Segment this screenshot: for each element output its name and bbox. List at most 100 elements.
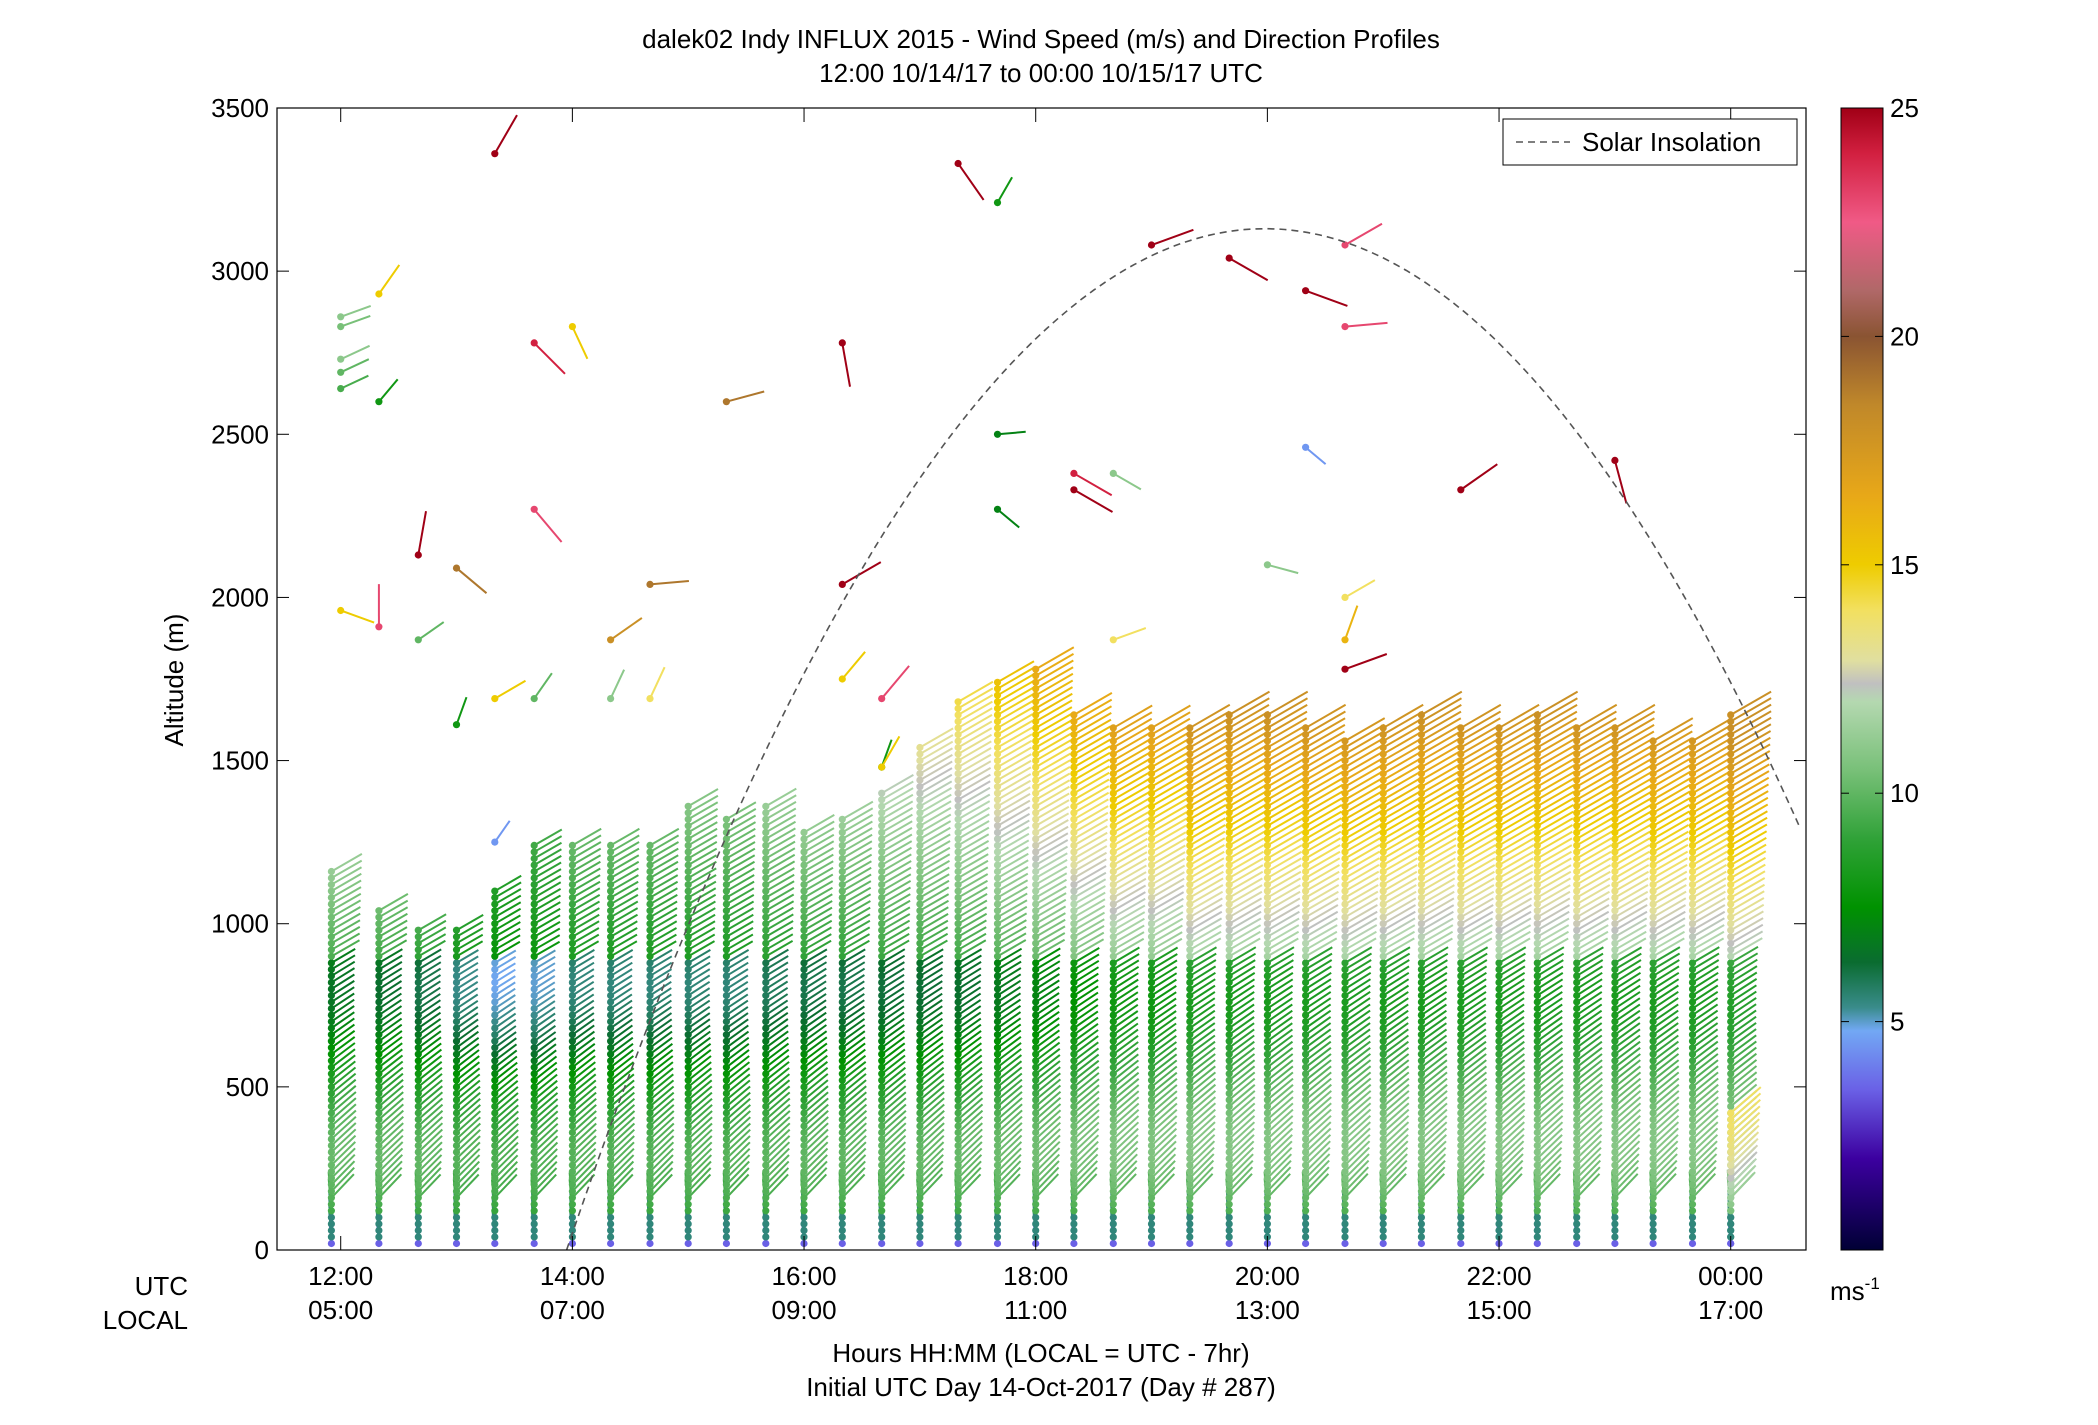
barb-dot (722, 861, 731, 869)
barb-dot (916, 822, 924, 830)
barb-shaft (880, 1122, 907, 1147)
barb-dot (646, 900, 654, 908)
wind-barb (568, 1030, 595, 1052)
barb-dot (954, 1024, 962, 1032)
barb-dot (1032, 1226, 1040, 1234)
barb-shaft (533, 1073, 558, 1095)
barb-dot (1263, 1226, 1271, 1234)
barb-dot (722, 1050, 731, 1058)
barb-dot (414, 1174, 422, 1182)
barb-dot (646, 867, 654, 876)
barb-dot (327, 1181, 335, 1189)
wind-barb (568, 913, 600, 934)
barb-dot (722, 1200, 731, 1208)
barb-dot (1147, 757, 1156, 765)
barb-shaft (378, 919, 408, 938)
barb-dot (327, 1050, 335, 1058)
barb-dot (1070, 802, 1078, 810)
barb-dot (1109, 770, 1117, 778)
barb-dot (1225, 1070, 1233, 1078)
barb-dot (1109, 985, 1117, 993)
barb-dot (1032, 678, 1040, 686)
barb-dot (607, 1161, 615, 1169)
barb-dot (646, 978, 654, 987)
wind-barb (414, 1042, 442, 1065)
barb-shaft (455, 1018, 479, 1036)
barb-dot (1225, 815, 1233, 823)
barb-dot (878, 1168, 886, 1176)
wind-barb (530, 968, 556, 987)
barb-dot (1147, 894, 1156, 902)
barb-dot (530, 1207, 538, 1215)
barb-dot (722, 1057, 731, 1065)
barb-dot (684, 1011, 692, 1019)
barb-dot (491, 939, 499, 947)
barb-shaft (494, 1116, 519, 1140)
wind-barb (491, 1025, 517, 1045)
barb-dot (916, 1037, 924, 1045)
barb-dot (1032, 665, 1040, 673)
barb-dot (684, 1044, 692, 1052)
barb-shaft (571, 887, 601, 906)
barb-shaft (957, 1122, 983, 1147)
barb-dot (954, 717, 962, 726)
barb-dot (916, 1200, 924, 1208)
barb-dot (491, 1076, 499, 1084)
barb-dot (491, 965, 499, 974)
barb-dot (762, 1161, 770, 1169)
barb-shaft (417, 1116, 444, 1140)
barb-dot (762, 1004, 770, 1013)
barb-dot (878, 1115, 886, 1124)
wind-barb (452, 1073, 481, 1097)
wind-barb (375, 1048, 403, 1071)
barb-dot (607, 952, 615, 960)
barb-dot (1070, 887, 1078, 895)
barb-dot (993, 763, 1002, 771)
barb-dot (684, 985, 692, 993)
barb-dot (530, 854, 538, 863)
barb-dot (684, 1037, 692, 1045)
barb-shaft (417, 1067, 443, 1088)
barb-dot (838, 815, 846, 823)
wind-barb (491, 1061, 518, 1084)
barb-dot (800, 1024, 808, 1032)
barb-dot (1147, 730, 1156, 739)
barb-dot (800, 1063, 808, 1071)
barb-dot (607, 1050, 615, 1058)
barb-shaft (610, 920, 638, 938)
barb-dot (1032, 854, 1040, 863)
barb-dot (414, 1109, 422, 1117)
barb-dot (1225, 972, 1233, 980)
barb-dot (1225, 711, 1233, 719)
barb-dot (878, 946, 886, 954)
barb-dot (1109, 1194, 1117, 1202)
barb-dot (878, 1128, 886, 1137)
barb-dot (1032, 1018, 1040, 1026)
barb-dot (568, 959, 577, 967)
barb-shaft (1228, 730, 1269, 755)
wind-barb (327, 853, 363, 876)
barb-dot (993, 737, 1002, 745)
wind-barb (491, 901, 522, 921)
barb-dot (452, 965, 461, 974)
barb-dot (1186, 933, 1194, 941)
barb-shaft (610, 1006, 633, 1023)
barb-dot (1147, 1148, 1156, 1156)
barb-dot (1225, 841, 1233, 850)
barb-shaft (571, 1160, 596, 1186)
wind-barb (646, 1173, 673, 1202)
barb-dot (722, 1168, 731, 1176)
barb-shaft (1228, 737, 1269, 762)
barb-dot (1186, 887, 1194, 895)
barb-shaft (610, 1018, 633, 1036)
wind-barb (530, 848, 562, 869)
barb-dot (838, 920, 846, 928)
barb-dot (1147, 1037, 1156, 1045)
barb-shaft (571, 987, 595, 1003)
barb-dot (1032, 789, 1040, 797)
barb-dot (1109, 972, 1117, 980)
barb-dot (838, 828, 846, 837)
barb-dot (1032, 1024, 1040, 1032)
barb-dot (800, 1174, 808, 1182)
barb-dot (878, 822, 886, 830)
